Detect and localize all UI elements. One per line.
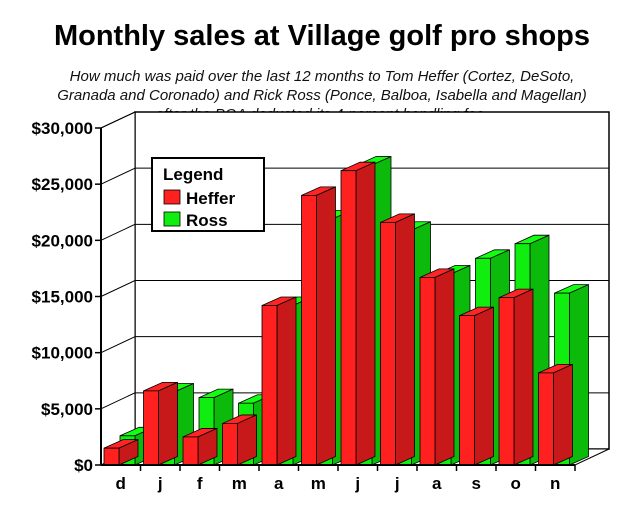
bar-heffer xyxy=(143,381,178,466)
bar-front xyxy=(340,170,357,466)
subtitle-line-1: How much was paid over the last 12 month… xyxy=(69,68,575,85)
bar-heffer xyxy=(103,439,139,466)
bar-front xyxy=(380,221,396,466)
bar-side xyxy=(355,161,376,466)
bar-side xyxy=(513,288,534,466)
x-tick-label: m xyxy=(232,474,247,493)
bar-front xyxy=(261,305,278,466)
gridline-diagonal xyxy=(100,392,136,410)
bar-heffer xyxy=(340,161,376,466)
x-tick-label: j xyxy=(157,474,163,493)
bar-heffer xyxy=(222,414,257,466)
x-tick-label: a xyxy=(432,474,442,493)
bar-heffer xyxy=(380,213,415,466)
bar-side xyxy=(474,306,494,466)
bar-heffer xyxy=(261,296,297,466)
x-tick-label: j xyxy=(394,474,400,493)
bar-side xyxy=(316,186,336,466)
y-tick-label: $30,000 xyxy=(32,119,93,138)
legend-title: Legend xyxy=(163,165,223,184)
x-tick-label: a xyxy=(274,474,284,493)
y-tick-label: $25,000 xyxy=(32,175,93,194)
bar-front xyxy=(498,297,515,466)
x-tick-label: j xyxy=(354,474,360,493)
subtitle-line-2: Granada and Coronado) and Rick Ross (Pon… xyxy=(57,87,587,104)
legend-label-ross: Ross xyxy=(186,211,228,230)
x-tick-label: m xyxy=(311,474,326,493)
x-tick-label: s xyxy=(472,474,481,493)
bar-front xyxy=(182,436,199,466)
bar-side xyxy=(395,213,415,466)
bar-side xyxy=(158,381,178,466)
x-tick-label: f xyxy=(197,474,203,493)
bar-front xyxy=(538,372,554,466)
bar-heffer xyxy=(301,186,336,466)
bar-side xyxy=(276,296,297,466)
legend: Legend Heffer Ross xyxy=(151,157,265,232)
bar-side xyxy=(434,268,455,466)
legend-swatch-ross xyxy=(163,211,181,227)
y-tick-label: $5,000 xyxy=(41,400,93,419)
chart-title: Monthly sales at Village golf pro shops xyxy=(53,20,591,52)
legend-swatch-heffer xyxy=(163,189,181,205)
bar-front xyxy=(419,277,436,466)
bar-front xyxy=(103,447,120,466)
x-tick-label: n xyxy=(550,474,560,493)
bar-heffer xyxy=(459,306,494,466)
axis-layer: $0 $5,000 $10,000 $15,000 $20,000 $25,000 $30,… xyxy=(32,119,576,493)
gridline-diagonal xyxy=(100,111,136,129)
bar-heffer xyxy=(498,288,534,466)
y-tick-label: $0 xyxy=(74,456,93,475)
y-tick-label: $15,000 xyxy=(32,288,93,307)
bar-side xyxy=(553,363,573,466)
x-tick-label: o xyxy=(511,474,521,493)
x-tick-label: d xyxy=(116,474,126,493)
y-tick-label: $20,000 xyxy=(32,231,93,250)
gridline-diagonal xyxy=(100,167,136,185)
bars-layer xyxy=(103,155,589,466)
gridline-diagonal xyxy=(100,223,136,241)
bar-front xyxy=(459,315,475,466)
bar-side xyxy=(237,414,257,466)
gridline-diagonal xyxy=(100,336,136,354)
bar-heffer xyxy=(538,363,573,466)
bar-heffer xyxy=(182,427,218,466)
bar-heffer xyxy=(419,268,455,466)
bar-front xyxy=(143,390,159,466)
bar-front xyxy=(301,194,317,466)
y-tick-label: $10,000 xyxy=(32,344,93,363)
legend-label-heffer: Heffer xyxy=(186,189,236,208)
gridline-diagonal xyxy=(100,280,136,297)
bar-front xyxy=(222,423,238,466)
